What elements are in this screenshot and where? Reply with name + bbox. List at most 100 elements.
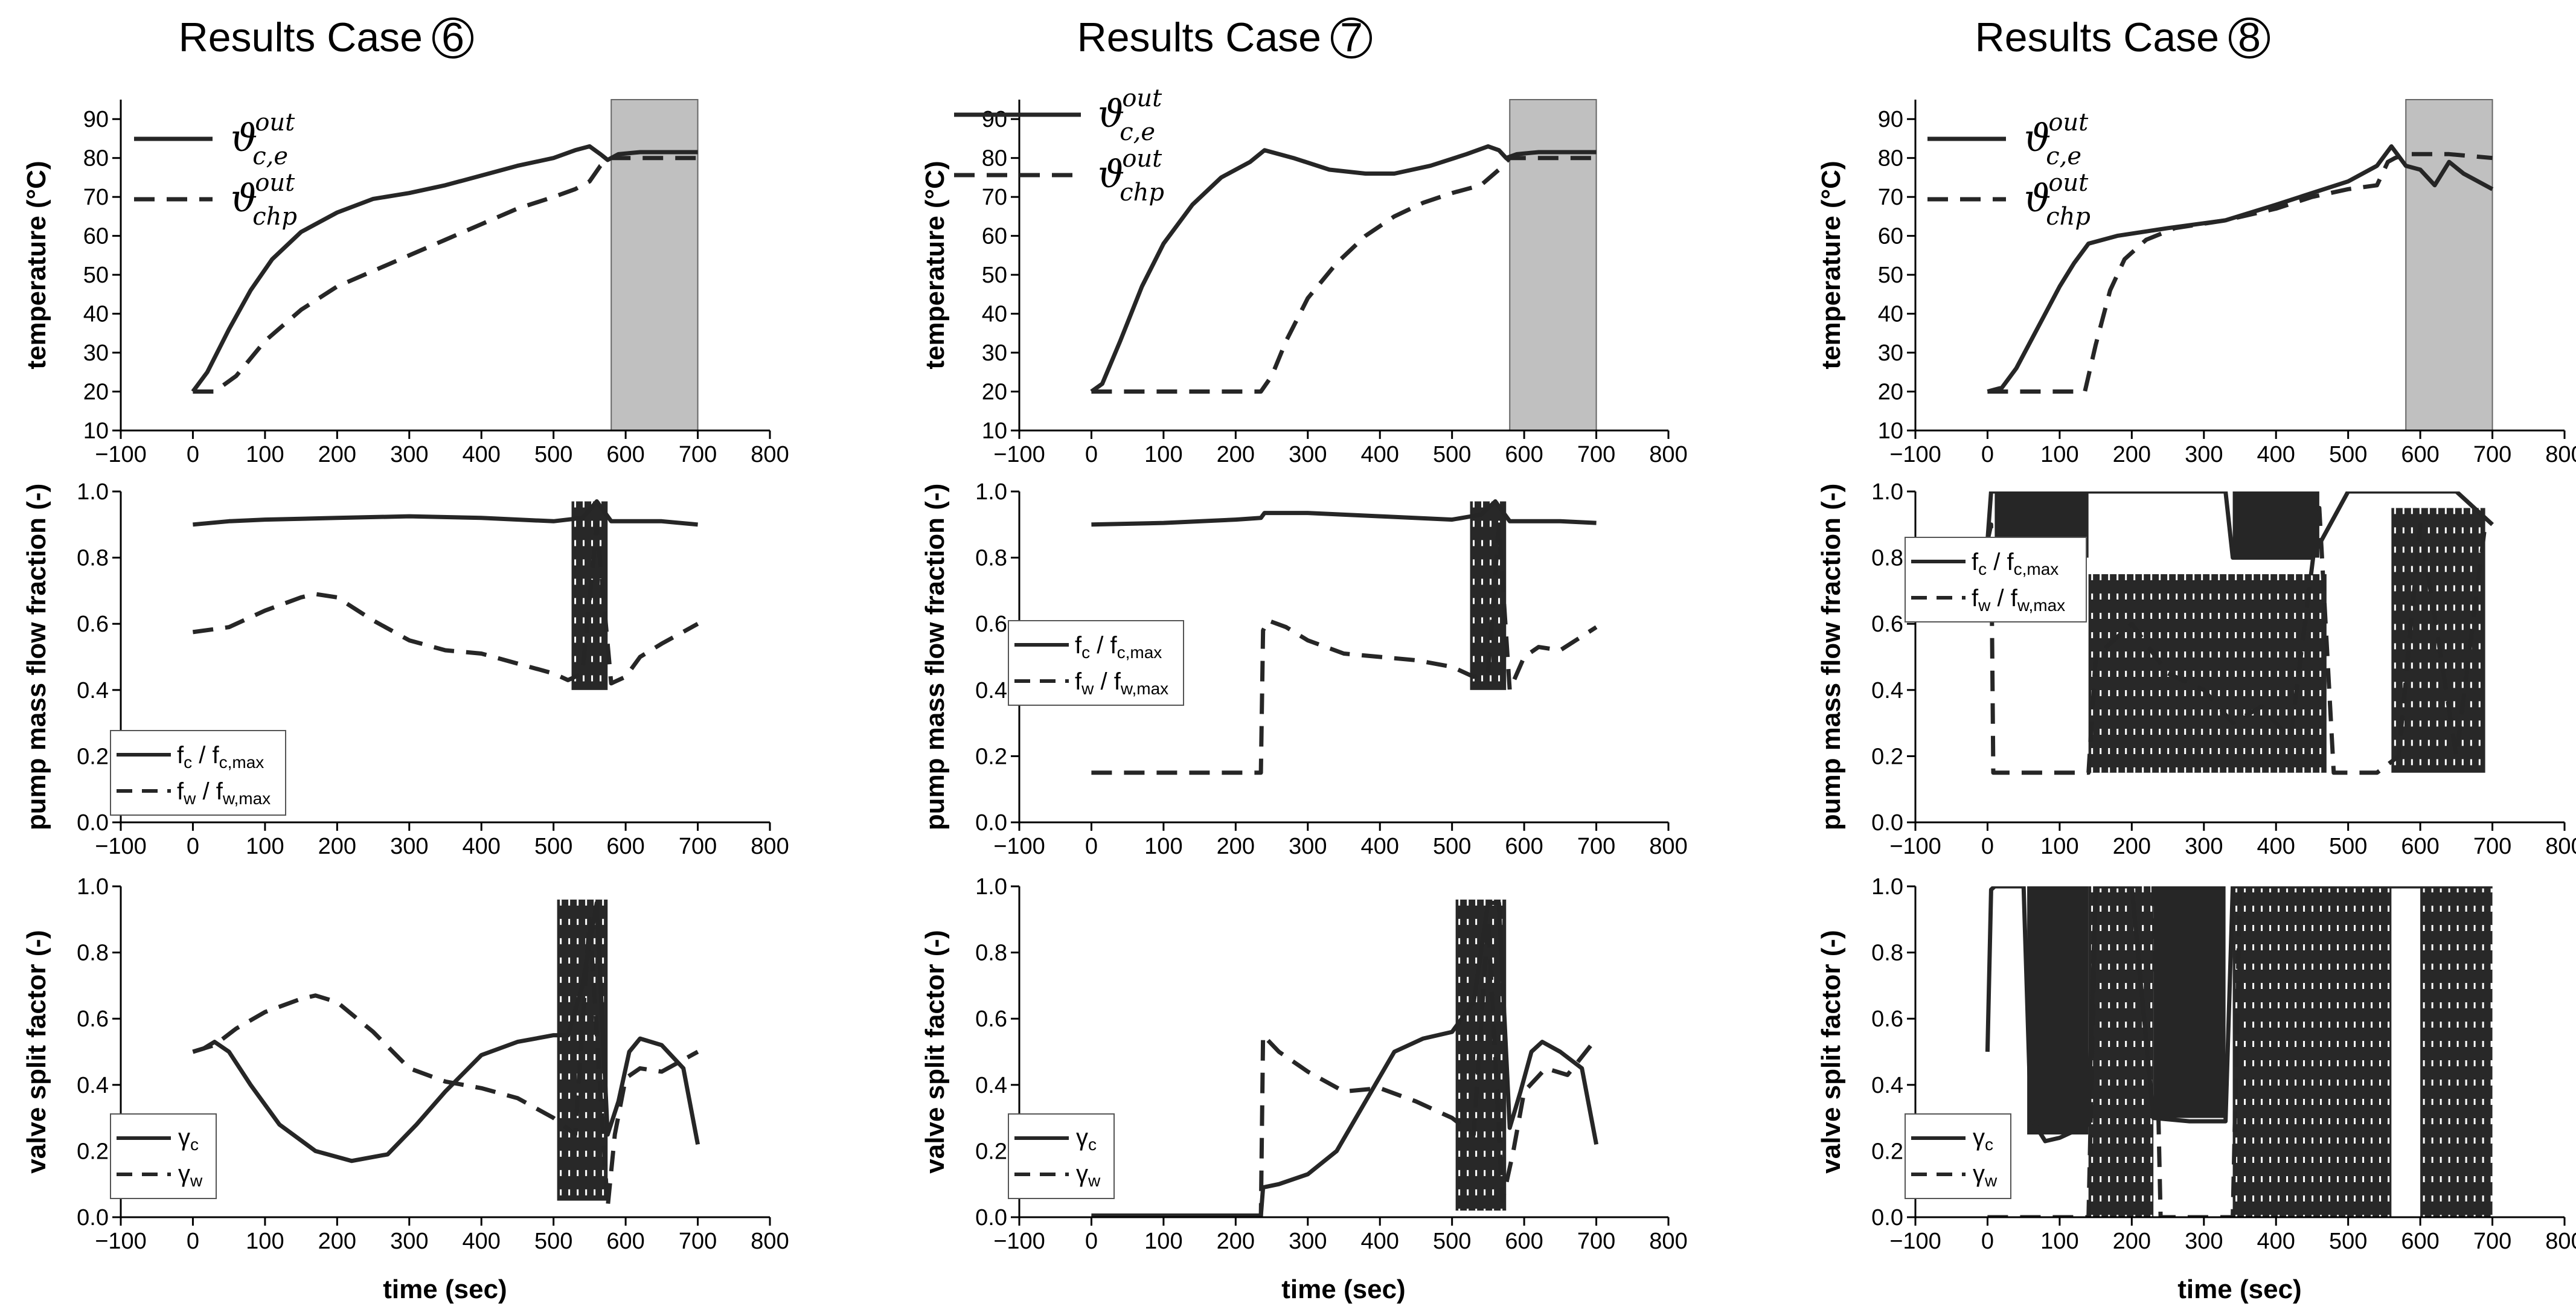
gamma-symbol: γ — [178, 1124, 190, 1151]
theta-superscript: out — [1122, 85, 1162, 112]
gamma-symbol: γ — [1076, 1160, 1088, 1187]
gamma-sub: c — [190, 1135, 199, 1154]
x-tick-label: 300 — [2185, 1229, 2223, 1254]
oscillation-band — [2420, 886, 2493, 1217]
x-tick-label: 500 — [1433, 442, 1471, 467]
legend-label-fc: fc / fc,max — [177, 742, 264, 772]
xlabel-case8: time (sec) — [2177, 1275, 2301, 1304]
legend-box — [1905, 537, 2087, 622]
y-tick-label: 0.0 — [77, 810, 109, 836]
x-tick-label: 800 — [751, 834, 789, 859]
x-tick-label: 100 — [1144, 442, 1182, 467]
fc-num-sub: c — [1978, 560, 1987, 578]
x-tick-label: −100 — [1889, 834, 1941, 859]
gamma-symbol: γ — [178, 1160, 190, 1187]
series-line-solid — [1091, 499, 1597, 527]
gamma-sub: w — [1984, 1171, 1998, 1190]
y-tick-label: 0.6 — [77, 612, 109, 637]
y-tick-label: 40 — [982, 302, 1007, 327]
legend-label-fw: fw / fw,max — [1972, 585, 2065, 615]
x-tick-label: 0 — [1981, 1229, 1994, 1254]
legend-label-theta-ce: ϑout c,e — [231, 109, 295, 170]
ylabel-case7-temperature: temperature (°C) — [920, 161, 950, 369]
fw-num: f — [1972, 585, 1979, 612]
theta-symbol: ϑ — [2024, 116, 2051, 160]
ylabel-case7-pump: pump mass flow fraction (-) — [920, 484, 950, 830]
x-tick-label: 0 — [1981, 442, 1994, 467]
fw-slash: / — [196, 778, 216, 805]
theta-subscript: c,e — [2046, 142, 2081, 170]
gamma-sub: c — [1985, 1135, 1993, 1154]
y-tick-label: 0.6 — [1871, 1006, 1903, 1032]
x-tick-label: −100 — [1889, 442, 1941, 467]
x-tick-label: 300 — [2185, 834, 2223, 859]
legend-box — [1008, 1113, 1115, 1199]
x-tick-label: 400 — [463, 442, 501, 467]
x-tick-label: 700 — [1577, 834, 1615, 859]
y-tick-label: 0.0 — [975, 810, 1007, 836]
x-tick-label: 700 — [2473, 834, 2511, 859]
series-line-dashed — [192, 917, 699, 1210]
x-tick-label: 700 — [679, 834, 717, 859]
y-tick-label: 0.2 — [1871, 1139, 1903, 1164]
legend-label-gamma-c: γc — [178, 1124, 199, 1154]
y-tick-label: 20 — [982, 380, 1007, 405]
legend-label-fc: fc / fc,max — [1075, 632, 1162, 662]
legend-case8-pump: fc / fc,max fw / fw,max — [1905, 537, 2087, 622]
x-tick-label: 100 — [2040, 834, 2078, 859]
fc-num-sub: c — [1081, 643, 1090, 662]
y-tick-label: 0.0 — [1871, 1205, 1903, 1230]
legend-box — [110, 1113, 217, 1199]
y-tick-label: 0.8 — [1871, 546, 1903, 571]
y-tick-label: 70 — [982, 185, 1007, 210]
x-tick-label: 800 — [2545, 1229, 2576, 1254]
x-tick-label: 600 — [1505, 1229, 1543, 1254]
x-tick-label: 400 — [2257, 442, 2295, 467]
x-tick-label: 700 — [2473, 1229, 2511, 1254]
x-tick-label: 400 — [2257, 834, 2295, 859]
x-tick-label: 400 — [1361, 1229, 1399, 1254]
theta-subscript: c,e — [1120, 118, 1155, 146]
theta-subscript: chp — [2046, 203, 2091, 231]
oscillation-band — [2088, 574, 2327, 773]
y-tick-label: 0.8 — [975, 546, 1007, 571]
y-tick-label: 90 — [83, 107, 109, 132]
fw-den-sub: w,max — [1120, 679, 1168, 698]
x-tick-label: 100 — [246, 442, 284, 467]
legend-box — [110, 730, 286, 816]
series-line-solid — [1091, 900, 1599, 1217]
x-tick-label: 500 — [534, 834, 572, 859]
x-tick-label: 100 — [1144, 834, 1182, 859]
fw-slash: / — [1094, 668, 1113, 695]
panel-case8-valve: −100 0 100 200 300 400 500 600 700 800 0.0 0.2 0.4 0.… — [1871, 874, 2576, 1254]
series-line-solid — [1987, 144, 2494, 394]
fw-num-sub: w — [1081, 679, 1094, 698]
ylabel-case6-valve: valve split factor (-) — [22, 930, 51, 1173]
legend-box — [1008, 620, 1184, 706]
y-tick-label: 1.0 — [975, 874, 1007, 900]
x-tick-label: 600 — [606, 834, 644, 859]
title-case-7-text: Results Case — [1077, 14, 1321, 60]
x-tick-label: 600 — [1505, 834, 1543, 859]
legend-case7-pump: fc / fc,max fw / fw,max — [1008, 620, 1184, 706]
x-tick-label: 0 — [1085, 442, 1098, 467]
fw-den: f — [216, 778, 223, 805]
panel-case6-valve: −100 0 100 200 300 400 500 600 700 800 0.0 0.2 0.4 0.… — [77, 874, 789, 1254]
x-tick-label: 300 — [1289, 1229, 1327, 1254]
series-line-solid — [1090, 144, 1597, 394]
theta-superscript: out — [2048, 169, 2089, 197]
y-tick-label: 0.4 — [1871, 678, 1903, 703]
y-tick-label: 0.4 — [975, 1073, 1007, 1098]
oscillation-band — [2088, 886, 2154, 1217]
title-case-7-number: 7 — [1340, 14, 1363, 60]
x-tick-label: 400 — [463, 1229, 501, 1254]
theta-symbol: ϑ — [1098, 152, 1124, 196]
y-tick-label: 1.0 — [77, 874, 109, 900]
fw-den-sub: w,max — [222, 789, 271, 808]
fw-den-sub: w,max — [2017, 596, 2065, 615]
y-tick-label: 1.0 — [77, 479, 109, 505]
gamma-symbol: γ — [1973, 1160, 1985, 1187]
x-tick-label: 600 — [606, 1229, 644, 1254]
y-tick-label: 0.4 — [77, 1073, 109, 1098]
y-tick-label: 1.0 — [1871, 874, 1903, 900]
